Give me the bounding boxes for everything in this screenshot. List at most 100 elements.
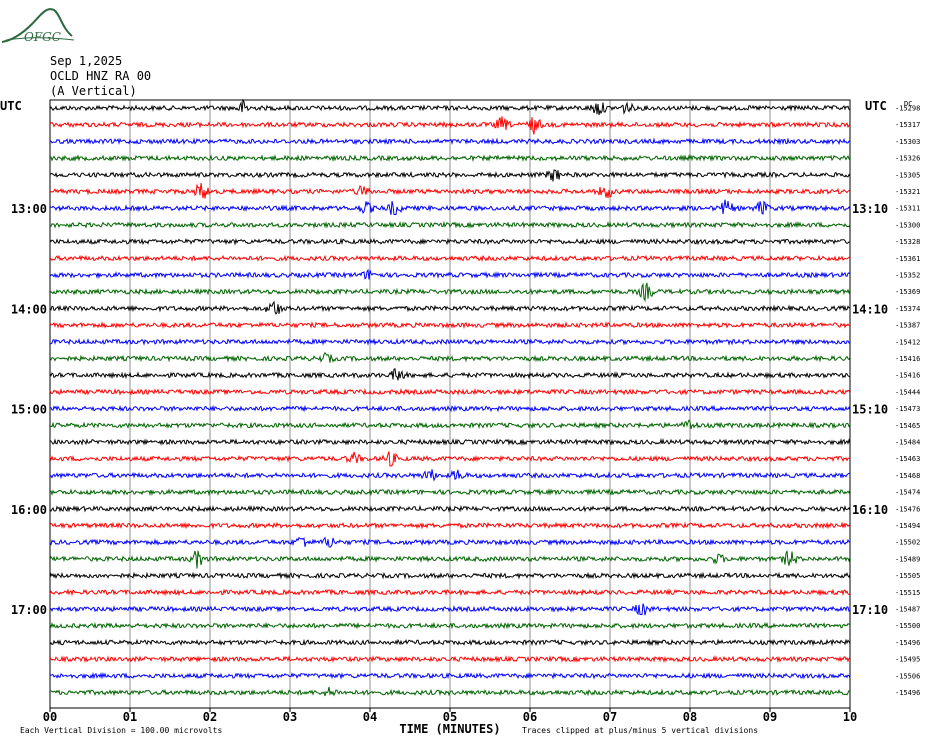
seismic-trace (49, 98, 851, 116)
seismic-trace (49, 549, 851, 569)
left-time-label: 13:00 (11, 202, 47, 216)
baseline-value: -15487 (895, 606, 920, 614)
left-axis-label: UTC (0, 99, 22, 113)
seismic-trace (49, 588, 851, 597)
header-component: (A Vertical) (50, 84, 137, 98)
seismic-trace (49, 686, 850, 697)
seismic-trace (49, 199, 851, 215)
seismic-trace (49, 603, 851, 616)
baseline-value: -15326 (895, 155, 920, 163)
seismic-trace (49, 387, 851, 396)
baseline-value: -15352 (895, 272, 920, 280)
baseline-value: -15489 (895, 555, 920, 563)
x-tick-label: 08 (683, 710, 697, 724)
baseline-value: -15444 (895, 388, 920, 396)
baseline-value: -15369 (895, 288, 920, 296)
seismic-trace (49, 419, 851, 430)
chart-traces (49, 98, 851, 697)
seismic-trace (49, 237, 851, 246)
baseline-value: -15311 (895, 205, 920, 213)
baseline-value: -15328 (895, 238, 920, 246)
x-axis-label: TIME (MINUTES) (399, 722, 500, 736)
left-time-label: 16:00 (11, 503, 47, 517)
baseline-value: -15496 (895, 689, 920, 697)
ofgc-logo: OFGC (1, 8, 75, 44)
seismic-trace (49, 300, 851, 315)
baseline-value: -15515 (895, 589, 920, 597)
baseline-value: -15321 (895, 188, 920, 196)
baseline-value: -15474 (895, 489, 920, 497)
baseline-value: -15476 (895, 505, 920, 513)
seismic-trace (49, 351, 851, 363)
seismic-trace (49, 451, 851, 467)
baseline-value: -15305 (895, 171, 920, 179)
seismic-trace (50, 154, 851, 163)
seismic-trace (49, 488, 851, 497)
baseline-value: -15300 (895, 221, 920, 229)
seismic-trace (49, 116, 851, 135)
baseline-value: -15416 (895, 355, 920, 363)
seismic-trace (49, 671, 851, 680)
footer-vertical-division: Each Vertical Division = 100.00 microvol… (20, 726, 222, 735)
seismic-trace (49, 321, 851, 330)
baseline-value: -15502 (895, 539, 920, 547)
right-axis-label: UTC (865, 99, 887, 113)
baseline-value: -15387 (895, 322, 920, 330)
x-tick-label: 01 (123, 710, 137, 724)
seismic-trace (49, 469, 850, 482)
baseline-value: -15298 (895, 105, 920, 113)
right-time-label: 15:10 (852, 403, 888, 417)
baseline-value: -15303 (895, 138, 920, 146)
logo-text: OFGC (24, 30, 61, 44)
seismic-trace (49, 521, 851, 530)
header-date: Sep 1,2025 (50, 54, 123, 68)
seismic-trace (49, 268, 851, 280)
right-time-label: 16:10 (852, 503, 888, 517)
right-time-label: 14:10 (852, 302, 888, 316)
baseline-value: -15506 (895, 672, 920, 680)
baseline-value: -15465 (895, 422, 920, 430)
left-time-label: 15:00 (11, 403, 47, 417)
right-time-label: 13:10 (852, 202, 888, 216)
seismic-trace (49, 621, 851, 630)
seismic-trace (49, 282, 851, 303)
x-tick-label: 03 (283, 710, 297, 724)
seismic-trace (49, 571, 851, 580)
left-time-label: 17:00 (11, 603, 47, 617)
seismic-trace (49, 137, 851, 146)
seismic-trace (49, 169, 851, 182)
header-station: OCLD HNZ RA 00 (50, 69, 152, 83)
baseline-value: -15505 (895, 572, 920, 580)
x-tick-label: 05 (443, 710, 457, 724)
x-tick-label: 09 (763, 710, 777, 724)
seismic-trace (49, 536, 851, 548)
baseline-value: -15473 (895, 405, 920, 413)
seismic-trace (49, 638, 851, 647)
x-tick-label: 06 (523, 710, 537, 724)
seismic-trace (49, 504, 851, 513)
baseline-value: -15468 (895, 472, 920, 480)
x-tick-label: 00 (43, 710, 57, 724)
baseline-value: -15374 (895, 305, 920, 313)
baseline-value: -15412 (895, 338, 920, 346)
baseline-value: -15495 (895, 656, 920, 664)
x-tick-label: 07 (603, 710, 617, 724)
right-time-label: 17:10 (852, 603, 888, 617)
seismic-trace (49, 337, 851, 346)
seismic-trace (49, 404, 851, 413)
x-tick-label: 02 (203, 710, 217, 724)
dc-label: DC (904, 100, 912, 108)
baseline-value: -15361 (895, 255, 920, 263)
seismic-trace (49, 368, 851, 381)
seismic-trace (49, 254, 851, 263)
x-tick-label: 04 (363, 710, 377, 724)
baseline-value: -15416 (895, 372, 920, 380)
seismic-trace (49, 182, 851, 199)
baseline-value: -15494 (895, 522, 920, 530)
left-time-label: 14:00 (11, 302, 47, 316)
seismic-trace (49, 220, 851, 229)
baseline-value: -15500 (895, 622, 920, 630)
chart-labels: 00 01 02 03 04 05 06 07 08 09 10 TIME (MINUTES) UTC U… (0, 99, 920, 736)
baseline-value: -15317 (895, 121, 920, 129)
